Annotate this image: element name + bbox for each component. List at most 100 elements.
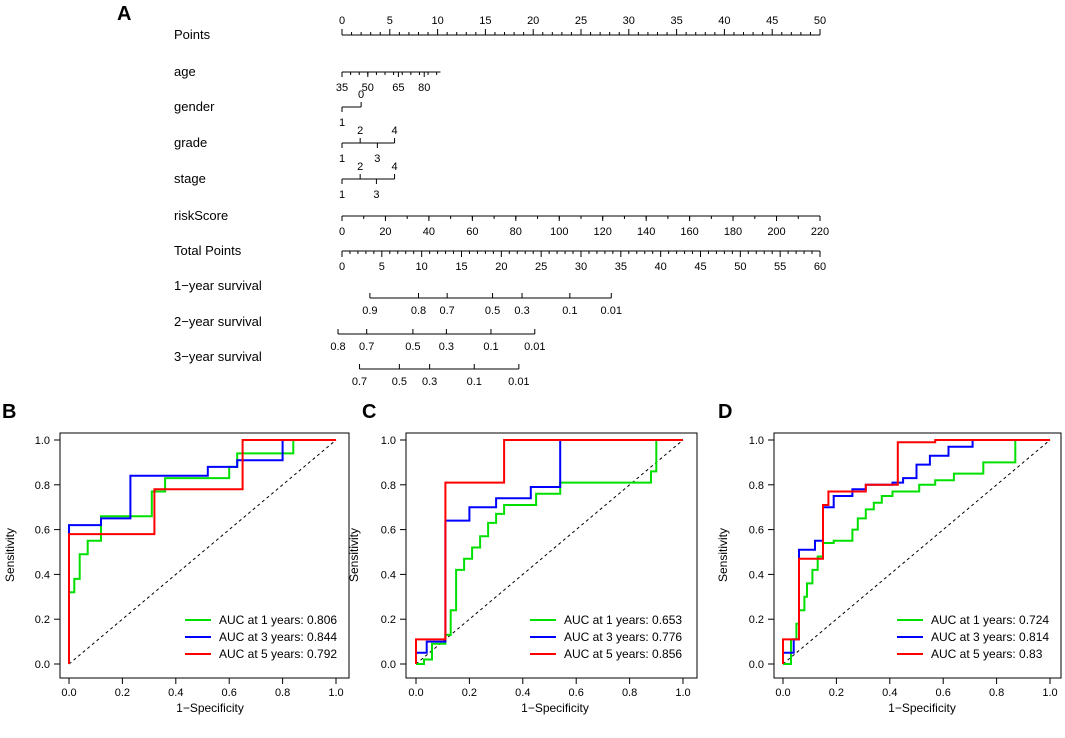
predictor-tick-label: 1 (339, 189, 345, 201)
x-tick-label: 0.0 (775, 687, 790, 699)
survival-tick-label: 0.7 (352, 376, 367, 388)
predictor-tick-label: 220 (811, 226, 829, 238)
survival-tick-label: 0.7 (440, 305, 455, 317)
y-axis-title: Sensitivity (716, 528, 730, 582)
survival-tick-label: 0.8 (330, 341, 345, 353)
points-tick-label: 5 (387, 15, 393, 27)
predictor-tick-label: 120 (594, 226, 612, 238)
total-points-tick-label: 15 (455, 261, 467, 273)
y-tick-label: 0.6 (749, 525, 764, 537)
nomogram-row-label: Total Points (174, 243, 242, 258)
panel-label: B (2, 401, 16, 423)
survival-tick-label: 0.1 (467, 376, 482, 388)
x-tick-label: 1.0 (675, 687, 690, 699)
y-tick-label: 0.0 (35, 659, 50, 671)
x-tick-label: 0.4 (882, 687, 897, 699)
diagonal-reference-line (68, 439, 337, 665)
y-tick-label: 0.8 (749, 480, 764, 492)
y-tick-label: 0.4 (749, 569, 764, 581)
points-tick-label: 0 (339, 15, 345, 27)
predictor-tick-label: 0 (339, 226, 345, 238)
survival-tick-label: 0.3 (514, 305, 529, 317)
nomogram-row-label: Points (174, 27, 211, 42)
points-tick-label: 20 (527, 15, 539, 27)
total-points-tick-label: 10 (416, 261, 428, 273)
survival-tick-label: 0.5 (392, 376, 407, 388)
x-axis-title: 1−Specificity (521, 701, 589, 715)
nomogram-row-label: 1−year survival (174, 278, 262, 293)
predictor-tick-label: 200 (767, 226, 785, 238)
predictor-tick-label: 100 (550, 226, 568, 238)
survival-tick-label: 0.01 (601, 305, 622, 317)
y-tick-label: 0.0 (749, 659, 764, 671)
x-tick-label: 0.4 (515, 687, 530, 699)
survival-tick-label: 0.01 (508, 376, 529, 388)
predictor-tick-label: 1 (339, 153, 345, 165)
total-points-tick-label: 20 (495, 261, 507, 273)
x-tick-label: 0.8 (989, 687, 1004, 699)
predictor-tick-label: 3 (374, 153, 380, 165)
legend-entry: AUC at 3 years: 0.776 (564, 630, 682, 644)
predictor-tick-label: 35 (336, 82, 348, 94)
roc-curve (68, 439, 336, 664)
nomogram-row-label: age (174, 64, 196, 79)
points-tick-label: 30 (623, 15, 635, 27)
points-tick-label: 10 (431, 15, 443, 27)
survival-tick-label: 0.1 (562, 305, 577, 317)
predictor-tick-label: 4 (392, 125, 398, 137)
survival-tick-label: 0.9 (362, 305, 377, 317)
predictor-tick-label: 4 (392, 161, 398, 173)
x-tick-label: 0.6 (222, 687, 237, 699)
total-points-tick-label: 35 (615, 261, 627, 273)
x-tick-label: 0.4 (168, 687, 183, 699)
survival-tick-label: 0.5 (485, 305, 500, 317)
x-tick-label: 1.0 (328, 687, 343, 699)
survival-tick-label: 0.1 (483, 341, 498, 353)
nomogram-row-label: stage (174, 171, 206, 186)
x-tick-label: 0.2 (462, 687, 477, 699)
predictor-tick-label: 0 (358, 89, 364, 101)
predictor-tick-label: 1 (339, 117, 345, 129)
y-tick-label: 0.4 (35, 569, 50, 581)
legend-entry: AUC at 1 years: 0.724 (931, 613, 1049, 627)
diagonal-reference-line (782, 439, 1051, 665)
panel-label-a: A (117, 3, 131, 25)
total-points-tick-label: 0 (339, 261, 345, 273)
survival-tick-label: 0.3 (439, 341, 454, 353)
predictor-tick-label: 40 (423, 226, 435, 238)
y-tick-label: 1.0 (381, 435, 396, 447)
total-points-tick-label: 60 (814, 261, 826, 273)
roc-panel-b: B 0.0 0.0 0.2 0.2 0.4 0.4 0.6 0.6 0.8 0.8 1.0 1.0 1−S… (2, 401, 350, 715)
x-tick-label: 1.0 (1042, 687, 1057, 699)
survival-tick-label: 0.8 (411, 305, 426, 317)
predictor-tick-label: 80 (510, 226, 522, 238)
total-points-tick-label: 50 (734, 261, 746, 273)
survival-tick-label: 0.01 (524, 341, 545, 353)
plot-frame (59, 432, 350, 679)
predictor-tick-label: 80 (418, 82, 430, 94)
y-tick-label: 0.2 (749, 614, 764, 626)
y-tick-label: 0.8 (35, 480, 50, 492)
points-tick-label: 45 (766, 15, 778, 27)
predictor-tick-label: 180 (724, 226, 742, 238)
x-tick-label: 0.2 (829, 687, 844, 699)
diagonal-reference-line (415, 439, 684, 665)
x-axis-title: 1−Specificity (888, 701, 956, 715)
points-tick-label: 40 (718, 15, 730, 27)
x-tick-label: 0.2 (115, 687, 130, 699)
y-tick-label: 1.0 (35, 435, 50, 447)
y-tick-label: 0.4 (381, 569, 396, 581)
points-tick-label: 35 (670, 15, 682, 27)
x-tick-label: 0.6 (569, 687, 584, 699)
nomogram-row-label: grade (174, 135, 207, 150)
nomogram-row-label: 3−year survival (174, 349, 262, 364)
panel-label: C (362, 401, 376, 423)
total-points-tick-label: 30 (575, 261, 587, 273)
legend-entry: AUC at 3 years: 0.814 (931, 630, 1049, 644)
predictor-tick-label: 2 (357, 125, 363, 137)
roc-curve (782, 439, 1050, 664)
survival-tick-label: 0.7 (359, 341, 374, 353)
y-tick-label: 0.8 (381, 480, 396, 492)
total-points-tick-label: 40 (655, 261, 667, 273)
